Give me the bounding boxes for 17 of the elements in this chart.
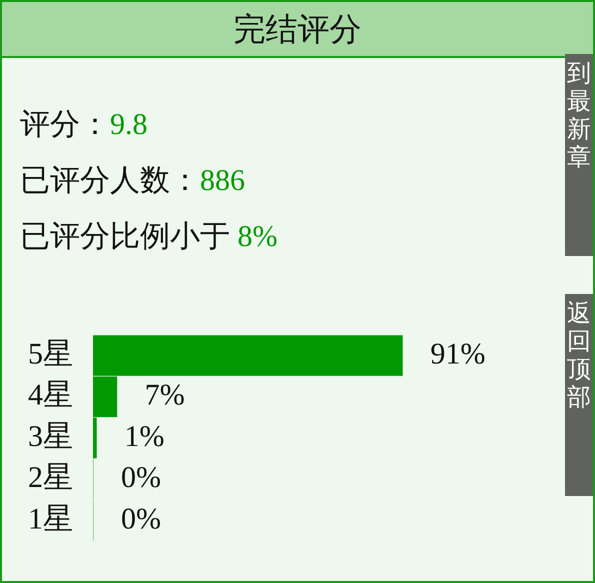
y-tick-label: 3星: [28, 420, 73, 453]
data-label: 7%: [144, 378, 185, 412]
y-tick-label: 1星: [28, 502, 73, 536]
chart-title: 完结评分: [2, 2, 593, 58]
data-label: 0%: [121, 502, 161, 536]
text: 到最新章: [566, 60, 592, 172]
text: 9.8: [110, 108, 148, 141]
data-label: 91%: [430, 337, 486, 370]
text: 8%: [238, 220, 278, 253]
text: 已评分比例小于: [20, 220, 230, 253]
data-label: 0%: [121, 461, 161, 494]
data-label: 1%: [124, 420, 164, 453]
text: 返回顶部: [566, 300, 592, 412]
y-tick-label: 4星: [28, 378, 73, 412]
text: 886: [200, 164, 245, 197]
y-tick-label: 2星: [28, 461, 73, 494]
y-tick-label: 5星: [28, 337, 73, 370]
